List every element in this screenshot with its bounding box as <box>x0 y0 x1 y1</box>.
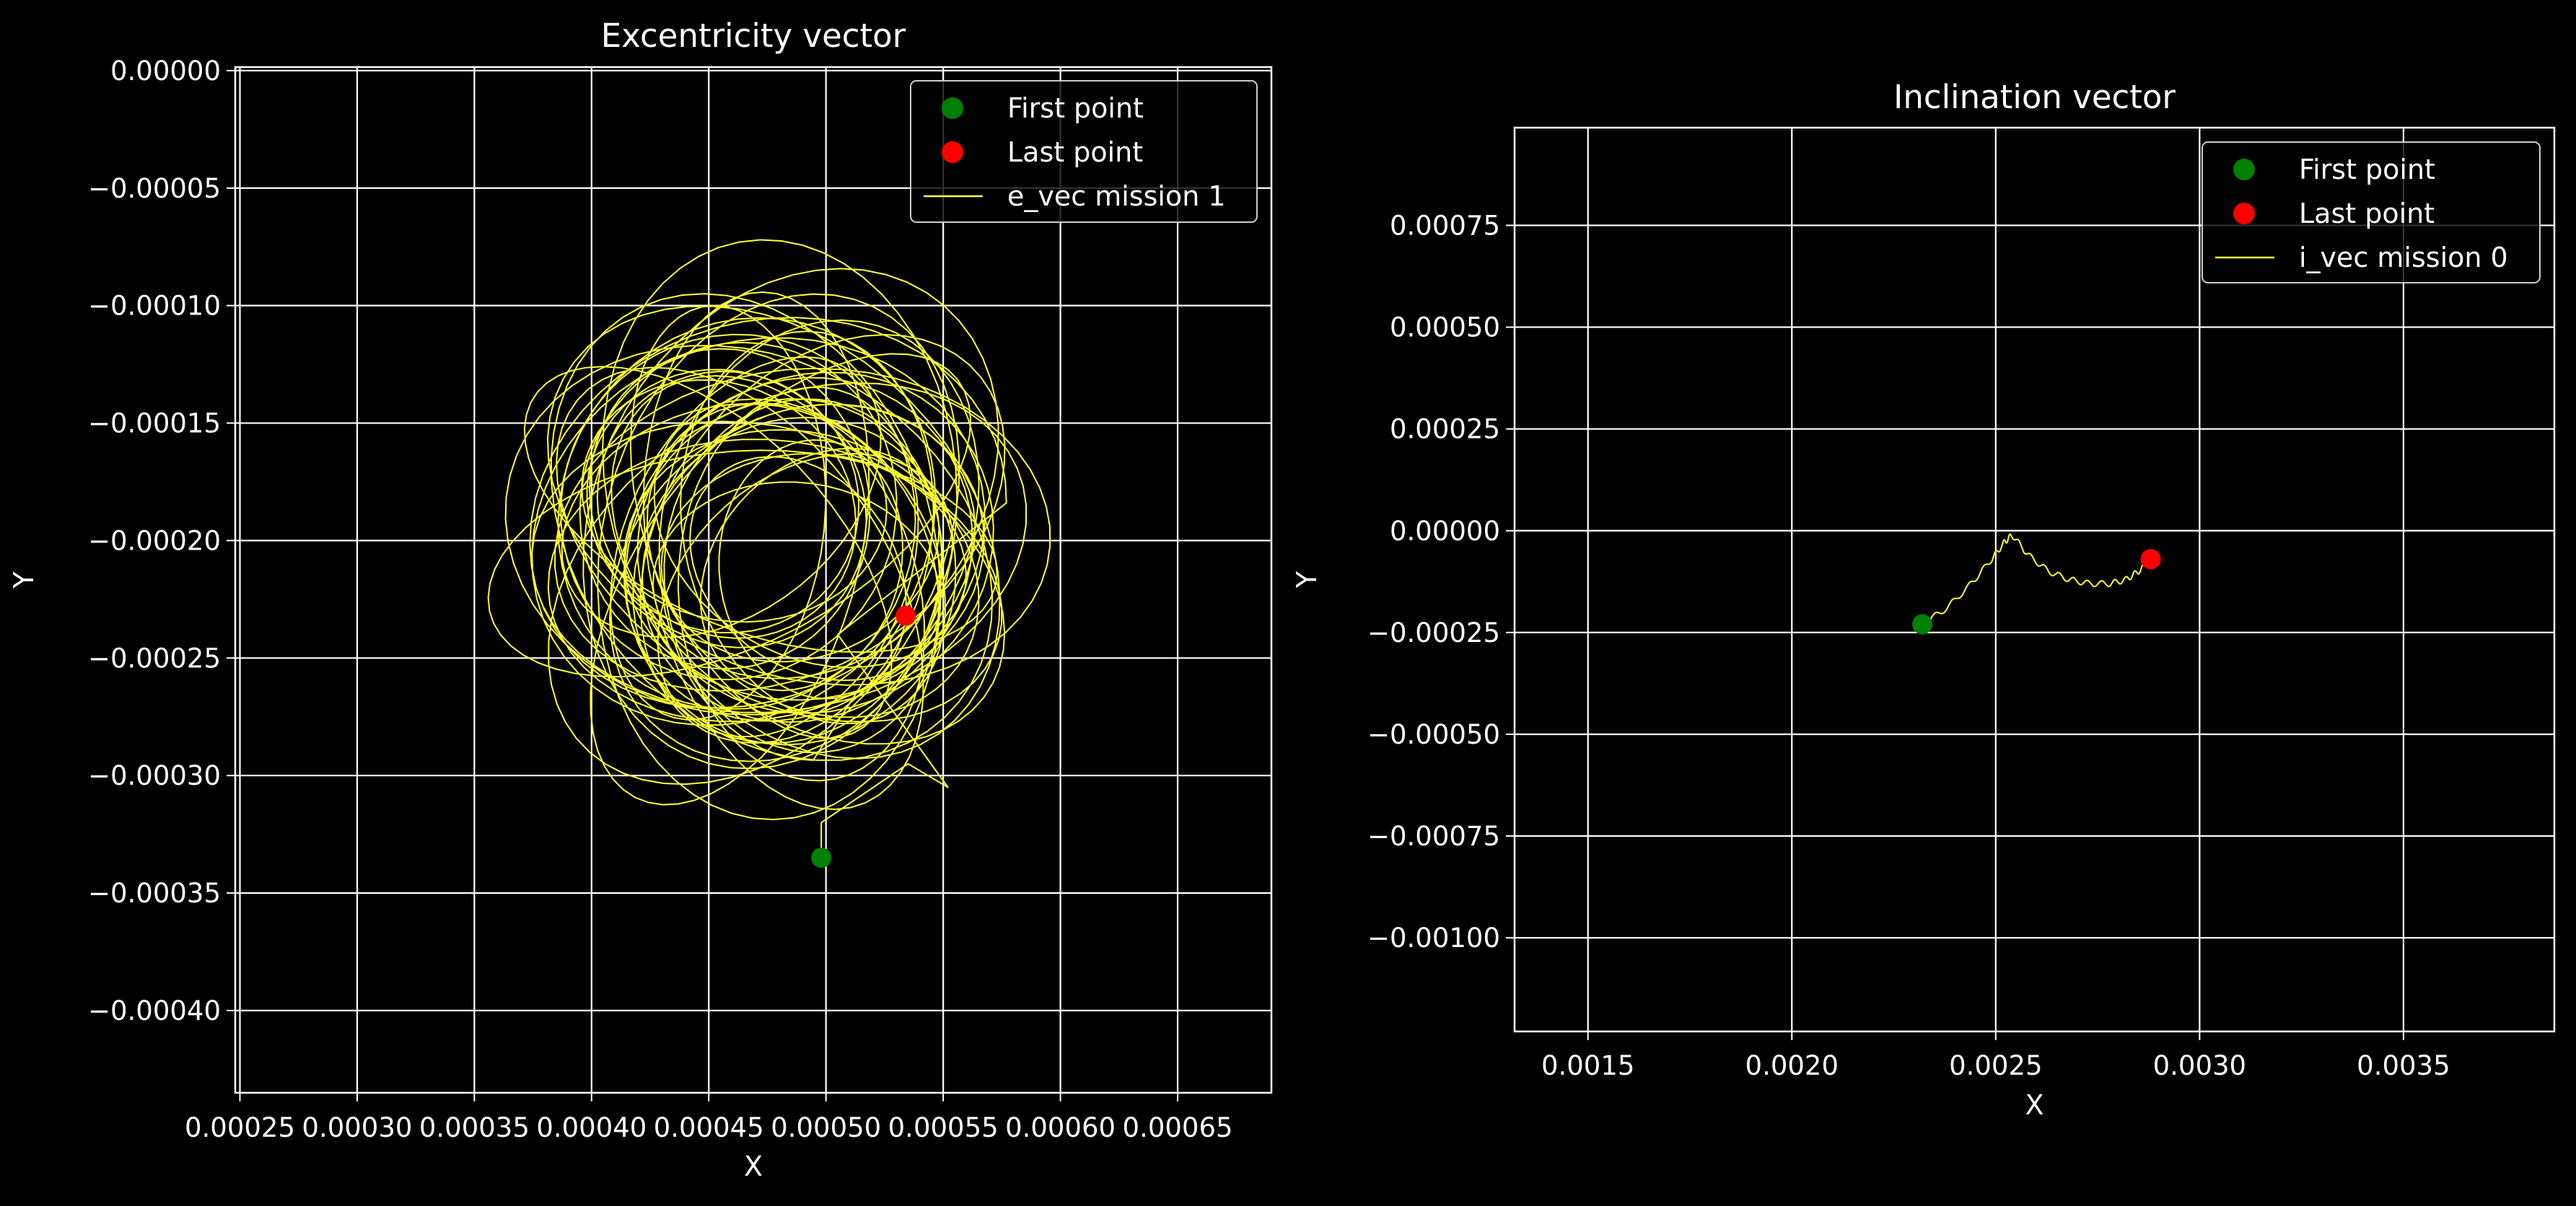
series-point <box>1912 614 1933 635</box>
y-tick-label: 0.00000 <box>1390 516 1500 547</box>
series-point <box>895 605 916 626</box>
y-tick-label: −0.00025 <box>1367 617 1500 648</box>
x-tick-label: 0.0035 <box>2357 1050 2450 1081</box>
legend-marker <box>2233 159 2255 180</box>
y-tick-label: 0.00000 <box>110 56 221 87</box>
legend-label: i_vec mission 0 <box>2299 242 2508 273</box>
y-tick-label: −0.00025 <box>88 643 221 674</box>
legend-label: Last point <box>2299 198 2435 229</box>
data-layer <box>1912 533 2161 635</box>
legend: First point Last point i_vec mission 0 <box>2202 141 2541 283</box>
data-layer <box>487 239 1051 868</box>
y-axis-label: Y <box>8 571 40 589</box>
legend-marker <box>942 97 963 119</box>
legend-label: First point <box>1007 92 1144 124</box>
y-tick-label: −0.00010 <box>88 291 221 322</box>
y-axis-label: Y <box>1291 571 1323 589</box>
series-line <box>487 239 1051 858</box>
y-tick-label: −0.00100 <box>1367 923 1500 954</box>
series-point <box>811 848 832 868</box>
x-tick-label: 0.00030 <box>302 1112 412 1143</box>
y-tick-label: 0.00075 <box>1390 210 1500 241</box>
legend-label: Last point <box>1007 136 1143 168</box>
y-tick-label: −0.00040 <box>88 995 221 1026</box>
x-tick-label: 0.00025 <box>185 1112 295 1143</box>
y-tick-label: −0.00075 <box>1367 821 1500 852</box>
x-tick-label: 0.0025 <box>1949 1050 2042 1081</box>
x-tick-label: 0.00055 <box>888 1112 999 1143</box>
x-tick-label: 0.00050 <box>771 1112 881 1143</box>
x-tick-label: 0.00045 <box>654 1112 764 1143</box>
x-tick-label: 0.00065 <box>1123 1112 1233 1143</box>
series-point <box>2140 549 2161 570</box>
y-tick-label: −0.00050 <box>1367 719 1500 750</box>
x-tick-label: 0.0015 <box>1541 1050 1634 1081</box>
chart-title: Inclination vector <box>1893 78 2176 116</box>
legend-marker <box>2233 203 2255 224</box>
series-line <box>1922 533 2152 626</box>
x-tick-label: 0.0020 <box>1745 1050 1839 1081</box>
axes-frame <box>234 66 1273 1094</box>
axes-frame <box>1513 126 2556 1033</box>
x-axis-label: X <box>744 1150 763 1182</box>
y-tick-label: −0.00005 <box>88 173 221 204</box>
legend: First point Last point e_vec mission 1 <box>910 80 1258 223</box>
legend-box <box>910 80 1258 223</box>
legend-marker <box>942 141 963 163</box>
legend-label: e_vec mission 1 <box>1007 180 1226 212</box>
grid <box>1515 128 2554 1031</box>
legend-box <box>2202 141 2541 283</box>
y-tick-label: −0.00030 <box>88 760 221 791</box>
x-tick-label: 0.0030 <box>2153 1050 2246 1081</box>
y-tick-label: 0.00050 <box>1390 312 1500 343</box>
x-axis-label: X <box>2025 1089 2043 1121</box>
plot-area <box>235 67 1271 1093</box>
x-tick-label: 0.00060 <box>1005 1112 1116 1143</box>
chart-inclination: 0.0015 0.0020 0.0025 0.0030 0.0035 0.00075 0.0… <box>1291 78 2556 1121</box>
chart-excentricity: 0.00025 0.00030 0.00035 0.00040 0.00045 0.000… <box>8 17 1273 1182</box>
y-tick-label: −0.00035 <box>88 878 221 909</box>
y-tick-label: 0.00025 <box>1390 414 1500 445</box>
x-tick-label: 0.00035 <box>419 1112 530 1143</box>
legend-label: First point <box>2299 154 2435 185</box>
chart-title: Excentricity vector <box>601 17 906 55</box>
y-tick-label: −0.00015 <box>88 408 221 439</box>
x-tick-label: 0.00040 <box>536 1112 647 1143</box>
y-tick-label: −0.00020 <box>88 525 221 556</box>
